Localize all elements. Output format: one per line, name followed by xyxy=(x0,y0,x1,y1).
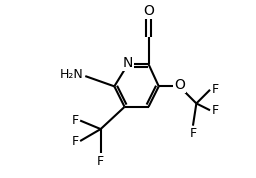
Text: O: O xyxy=(174,78,185,93)
Text: F: F xyxy=(189,127,197,140)
Text: O: O xyxy=(143,4,154,18)
Text: F: F xyxy=(212,83,219,96)
Text: F: F xyxy=(212,104,219,117)
Text: F: F xyxy=(97,155,104,168)
Text: H₂N: H₂N xyxy=(60,68,83,81)
Text: N: N xyxy=(123,56,133,70)
Text: F: F xyxy=(71,114,78,127)
Text: F: F xyxy=(71,135,78,148)
